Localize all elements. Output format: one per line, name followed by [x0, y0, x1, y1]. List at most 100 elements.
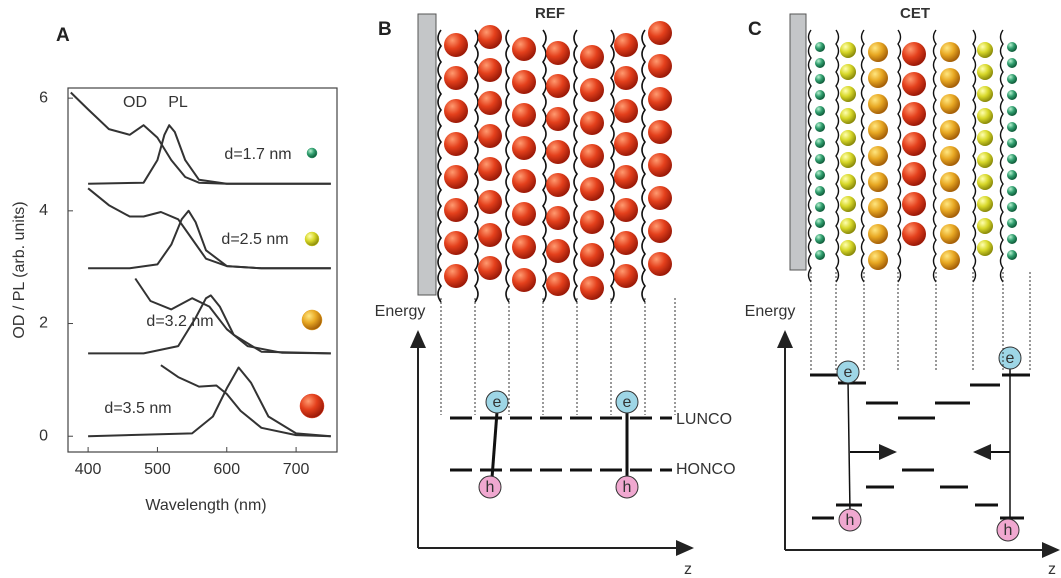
spectrum-line [70, 91, 331, 185]
nanocrystal [902, 102, 926, 126]
electron [836, 360, 860, 384]
nanocrystal [648, 219, 672, 243]
y-axis-label: OD / PL (arb. units) [11, 201, 28, 338]
size-label: d=3.2 nm [146, 313, 213, 330]
nanocrystal [940, 172, 960, 192]
spectrum-line [87, 187, 331, 270]
nanocrystal [902, 132, 926, 156]
ligand [932, 29, 937, 283]
electrode [789, 13, 807, 271]
nanocrystal [614, 132, 638, 156]
nanocrystal [840, 152, 856, 168]
nanocrystal [1007, 186, 1017, 196]
size-label: d=2.5 nm [221, 231, 288, 248]
size-label: d=1.7 nm [224, 146, 291, 163]
hole [996, 518, 1020, 542]
nanocrystal [868, 224, 888, 244]
electron-label: e [1006, 350, 1015, 367]
electron-label: e [623, 394, 632, 411]
nanocrystal [648, 186, 672, 210]
panel-label: C [748, 19, 762, 40]
panel-title: REF [535, 5, 565, 22]
nanocrystal [902, 42, 926, 66]
nanocrystal [444, 165, 468, 189]
nanocrystal [1007, 154, 1017, 164]
nanocrystal [902, 192, 926, 216]
nanocrystal [614, 198, 638, 222]
nanocrystal [648, 21, 672, 45]
panel-title: CET [900, 5, 930, 22]
ligand [835, 29, 840, 283]
nanocrystal [940, 146, 960, 166]
ligand [505, 29, 510, 303]
electron [485, 390, 509, 414]
z-label: z [684, 561, 692, 578]
hole-label: h [846, 512, 855, 529]
ligand [610, 29, 615, 303]
ligand [573, 29, 578, 303]
nanocrystal [614, 99, 638, 123]
hole-label: h [1004, 522, 1013, 539]
nanocrystal [478, 124, 502, 148]
nanocrystal-dot [301, 309, 323, 331]
lunco-levels [810, 373, 1030, 420]
nanocrystal [1007, 58, 1017, 68]
x-tick-label: 600 [213, 461, 240, 478]
y-tick-label: 6 [39, 89, 48, 106]
nanocrystal [580, 210, 604, 234]
x-tick-label: 500 [144, 461, 171, 478]
ligand [542, 29, 547, 303]
nanocrystal [1007, 234, 1017, 244]
hole-label: h [486, 479, 495, 496]
ligand [807, 29, 812, 283]
nanocrystal [840, 108, 856, 124]
panel-label: A [56, 25, 70, 46]
nanocrystal [840, 86, 856, 102]
nanocrystal [580, 243, 604, 267]
nanocrystal [546, 173, 570, 197]
nanocrystal [648, 54, 672, 78]
nanocrystal [512, 169, 536, 193]
size-label: d=3.5 nm [104, 400, 171, 417]
nanocrystal [840, 64, 856, 80]
nanocrystal [868, 94, 888, 114]
nanocrystal [868, 146, 888, 166]
nanocrystal [868, 42, 888, 62]
spectrum-line [160, 364, 331, 438]
nanocrystal [1007, 218, 1017, 228]
nanocrystal [868, 250, 888, 270]
nanocrystal [902, 162, 926, 186]
nanocrystal [815, 170, 825, 180]
nanocrystal [444, 132, 468, 156]
y-tick-label: 4 [39, 202, 48, 219]
nanocrystal [648, 87, 672, 111]
nanocrystal [940, 250, 960, 270]
nanocrystal [815, 74, 825, 84]
nanocrystal [940, 94, 960, 114]
nanocrystal [940, 68, 960, 88]
nanocrystal [815, 234, 825, 244]
nanocrystal [1007, 202, 1017, 212]
nanocrystal [1007, 106, 1017, 116]
nanocrystal [580, 276, 604, 300]
nanocrystal [840, 130, 856, 146]
nanocrystal [546, 74, 570, 98]
nanocrystal [840, 42, 856, 58]
nanocrystal [444, 231, 468, 255]
nanocrystal [580, 144, 604, 168]
nanocrystal-dot [306, 147, 318, 159]
ligand [860, 29, 865, 283]
nanocrystal [902, 222, 926, 246]
nanocrystal [478, 256, 502, 280]
nanocrystal [940, 42, 960, 62]
nanocrystal [977, 108, 993, 124]
x-axis-label: Wavelength (nm) [145, 497, 266, 514]
plot-frame [67, 87, 338, 453]
nanocrystal [546, 107, 570, 131]
nanocrystal [478, 190, 502, 214]
nanocrystal [444, 99, 468, 123]
nanocrystal [614, 66, 638, 90]
nanocrystal [977, 218, 993, 234]
